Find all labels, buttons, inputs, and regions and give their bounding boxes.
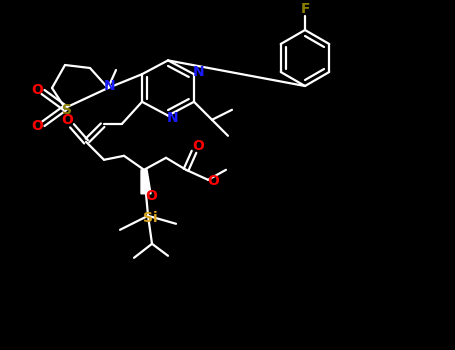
Polygon shape bbox=[141, 170, 151, 194]
Text: Si: Si bbox=[143, 211, 157, 225]
Text: N: N bbox=[104, 79, 116, 93]
Text: O: O bbox=[61, 113, 73, 127]
Text: F: F bbox=[301, 2, 311, 16]
Text: O: O bbox=[145, 189, 157, 203]
Text: N: N bbox=[167, 111, 179, 125]
Text: S: S bbox=[62, 103, 72, 117]
Text: O: O bbox=[192, 139, 204, 153]
Text: O: O bbox=[207, 174, 219, 188]
Text: N: N bbox=[193, 65, 205, 79]
Text: O: O bbox=[31, 119, 43, 133]
Text: O: O bbox=[31, 83, 43, 97]
